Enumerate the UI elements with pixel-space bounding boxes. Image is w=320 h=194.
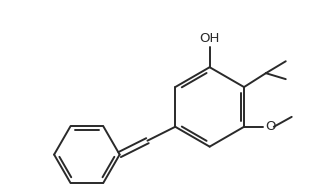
Text: OH: OH <box>199 32 220 45</box>
Text: O: O <box>265 120 276 133</box>
